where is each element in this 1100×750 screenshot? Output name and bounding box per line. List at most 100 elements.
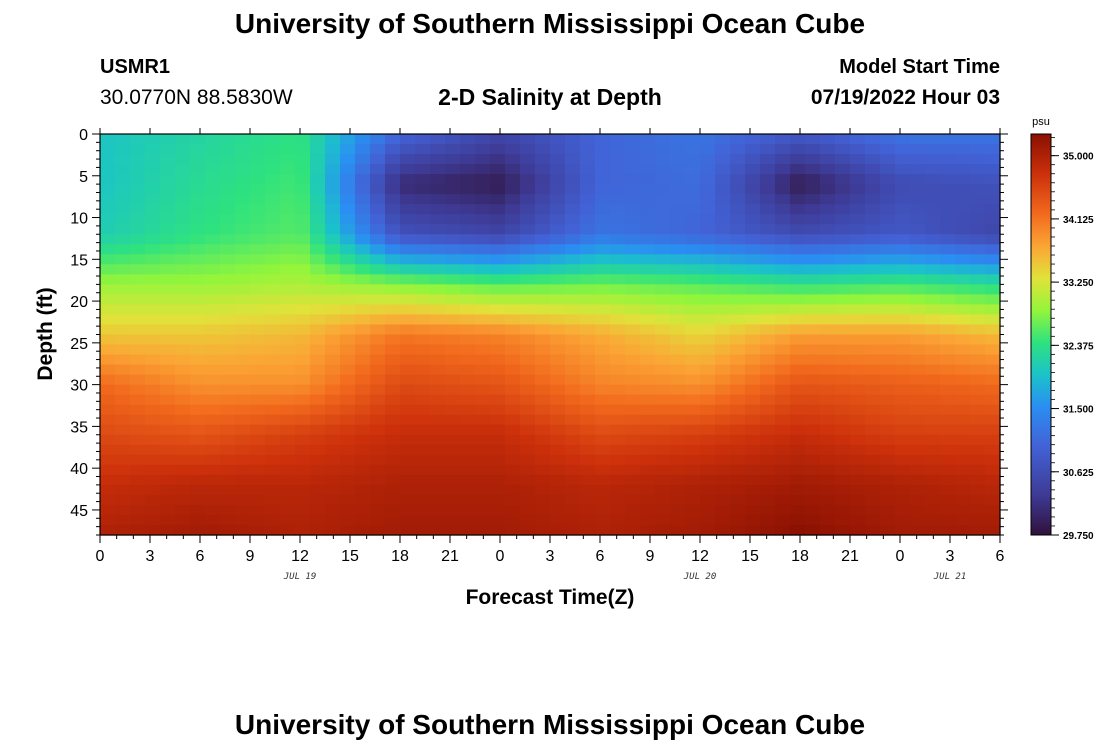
heatmap-cell: [865, 164, 881, 175]
heatmap-cell: [325, 184, 341, 195]
heatmap-cell: [205, 134, 221, 145]
heatmap-cell: [325, 274, 341, 285]
heatmap-cell: [655, 364, 671, 376]
heatmap-cell: [475, 344, 491, 356]
heatmap-cell: [700, 144, 716, 155]
heatmap-cell: [835, 314, 851, 326]
heatmap-cell: [415, 324, 431, 336]
heatmap-cell: [835, 414, 851, 426]
heatmap-cell: [340, 334, 356, 346]
heatmap-cell: [865, 474, 881, 486]
heatmap-cell: [685, 354, 701, 366]
heatmap-cell: [670, 134, 686, 145]
heatmap-cell: [595, 174, 611, 185]
heatmap-cell: [655, 444, 671, 456]
heatmap-cell: [970, 234, 986, 245]
heatmap-cell: [715, 194, 731, 205]
heatmap-cell: [205, 344, 221, 356]
heatmap-cell: [130, 234, 146, 245]
heatmap-cell: [220, 454, 236, 466]
heatmap-cell: [970, 154, 986, 165]
heatmap-cell: [565, 264, 581, 275]
heatmap-cell: [820, 524, 836, 536]
heatmap-cell: [955, 474, 971, 486]
heatmap-cell: [835, 164, 851, 175]
heatmap-cell: [100, 384, 116, 396]
heatmap-cell: [235, 194, 251, 205]
heatmap-cell: [100, 264, 116, 275]
heatmap-cell: [340, 384, 356, 396]
heatmap-cell: [370, 244, 386, 255]
heatmap-cell: [385, 254, 401, 265]
heatmap-cell: [880, 504, 896, 516]
heatmap-cell: [940, 244, 956, 255]
heatmap-cell: [805, 174, 821, 185]
heatmap-cell: [925, 154, 941, 165]
heatmap-cell: [760, 314, 776, 326]
heatmap-cell: [325, 254, 341, 265]
heatmap-cell: [640, 454, 656, 466]
heatmap-cell: [700, 154, 716, 165]
heatmap-cell: [685, 274, 701, 285]
heatmap-cell: [610, 444, 626, 456]
heatmap-cell: [535, 174, 551, 185]
heatmap-cell: [865, 384, 881, 396]
heatmap-cell: [280, 184, 296, 195]
heatmap-cell: [460, 414, 476, 426]
heatmap-cell: [685, 184, 701, 195]
heatmap-cell: [535, 134, 551, 145]
heatmap-cell: [775, 254, 791, 265]
heatmap-cell: [880, 454, 896, 466]
heatmap-cell: [175, 164, 191, 175]
heatmap-cell: [985, 264, 1001, 275]
heatmap-cell: [355, 234, 371, 245]
heatmap-cell: [505, 264, 521, 275]
heatmap-cell: [430, 164, 446, 175]
heatmap-cell: [310, 414, 326, 426]
heatmap-cell: [325, 134, 341, 145]
heatmap-cell: [385, 464, 401, 476]
heatmap-cell: [865, 434, 881, 446]
heatmap-cell: [400, 394, 416, 406]
heatmap-cell: [610, 304, 626, 316]
heatmap-cell: [370, 324, 386, 336]
heatmap-cell: [625, 194, 641, 205]
heatmap-cell: [820, 364, 836, 376]
heatmap-cell: [505, 314, 521, 326]
heatmap-cell: [310, 274, 326, 285]
heatmap-cell: [850, 524, 866, 536]
heatmap-cell: [370, 204, 386, 215]
heatmap-cell: [325, 524, 341, 536]
heatmap-cell: [775, 424, 791, 436]
heatmap-cell: [370, 284, 386, 295]
heatmap-cell: [820, 424, 836, 436]
heatmap-cell: [580, 184, 596, 195]
heatmap-cell: [880, 344, 896, 356]
heatmap-cell: [640, 384, 656, 396]
heatmap-cell: [205, 444, 221, 456]
heatmap-cell: [400, 454, 416, 466]
heatmap-cell: [640, 284, 656, 295]
heatmap-cell: [655, 314, 671, 326]
heatmap-cell: [490, 504, 506, 516]
heatmap-cell: [235, 244, 251, 255]
heatmap-cell: [280, 524, 296, 536]
heatmap-cell: [490, 254, 506, 265]
heatmap-cell: [610, 494, 626, 506]
heatmap-cell: [895, 164, 911, 175]
x-tick-label: 15: [741, 548, 759, 565]
heatmap-cell: [400, 434, 416, 446]
heatmap-cell: [670, 204, 686, 215]
heatmap-cell: [550, 504, 566, 516]
heatmap-cell: [715, 384, 731, 396]
heatmap-cell: [700, 454, 716, 466]
x-tick-label: 21: [441, 548, 459, 565]
heatmap-cell: [550, 464, 566, 476]
heatmap-cell: [265, 404, 281, 416]
heatmap-cell: [295, 234, 311, 245]
heatmap-cell: [370, 424, 386, 436]
heatmap-cell: [655, 294, 671, 306]
heatmap-cell: [550, 324, 566, 336]
heatmap-cell: [910, 204, 926, 215]
heatmap-cell: [190, 404, 206, 416]
